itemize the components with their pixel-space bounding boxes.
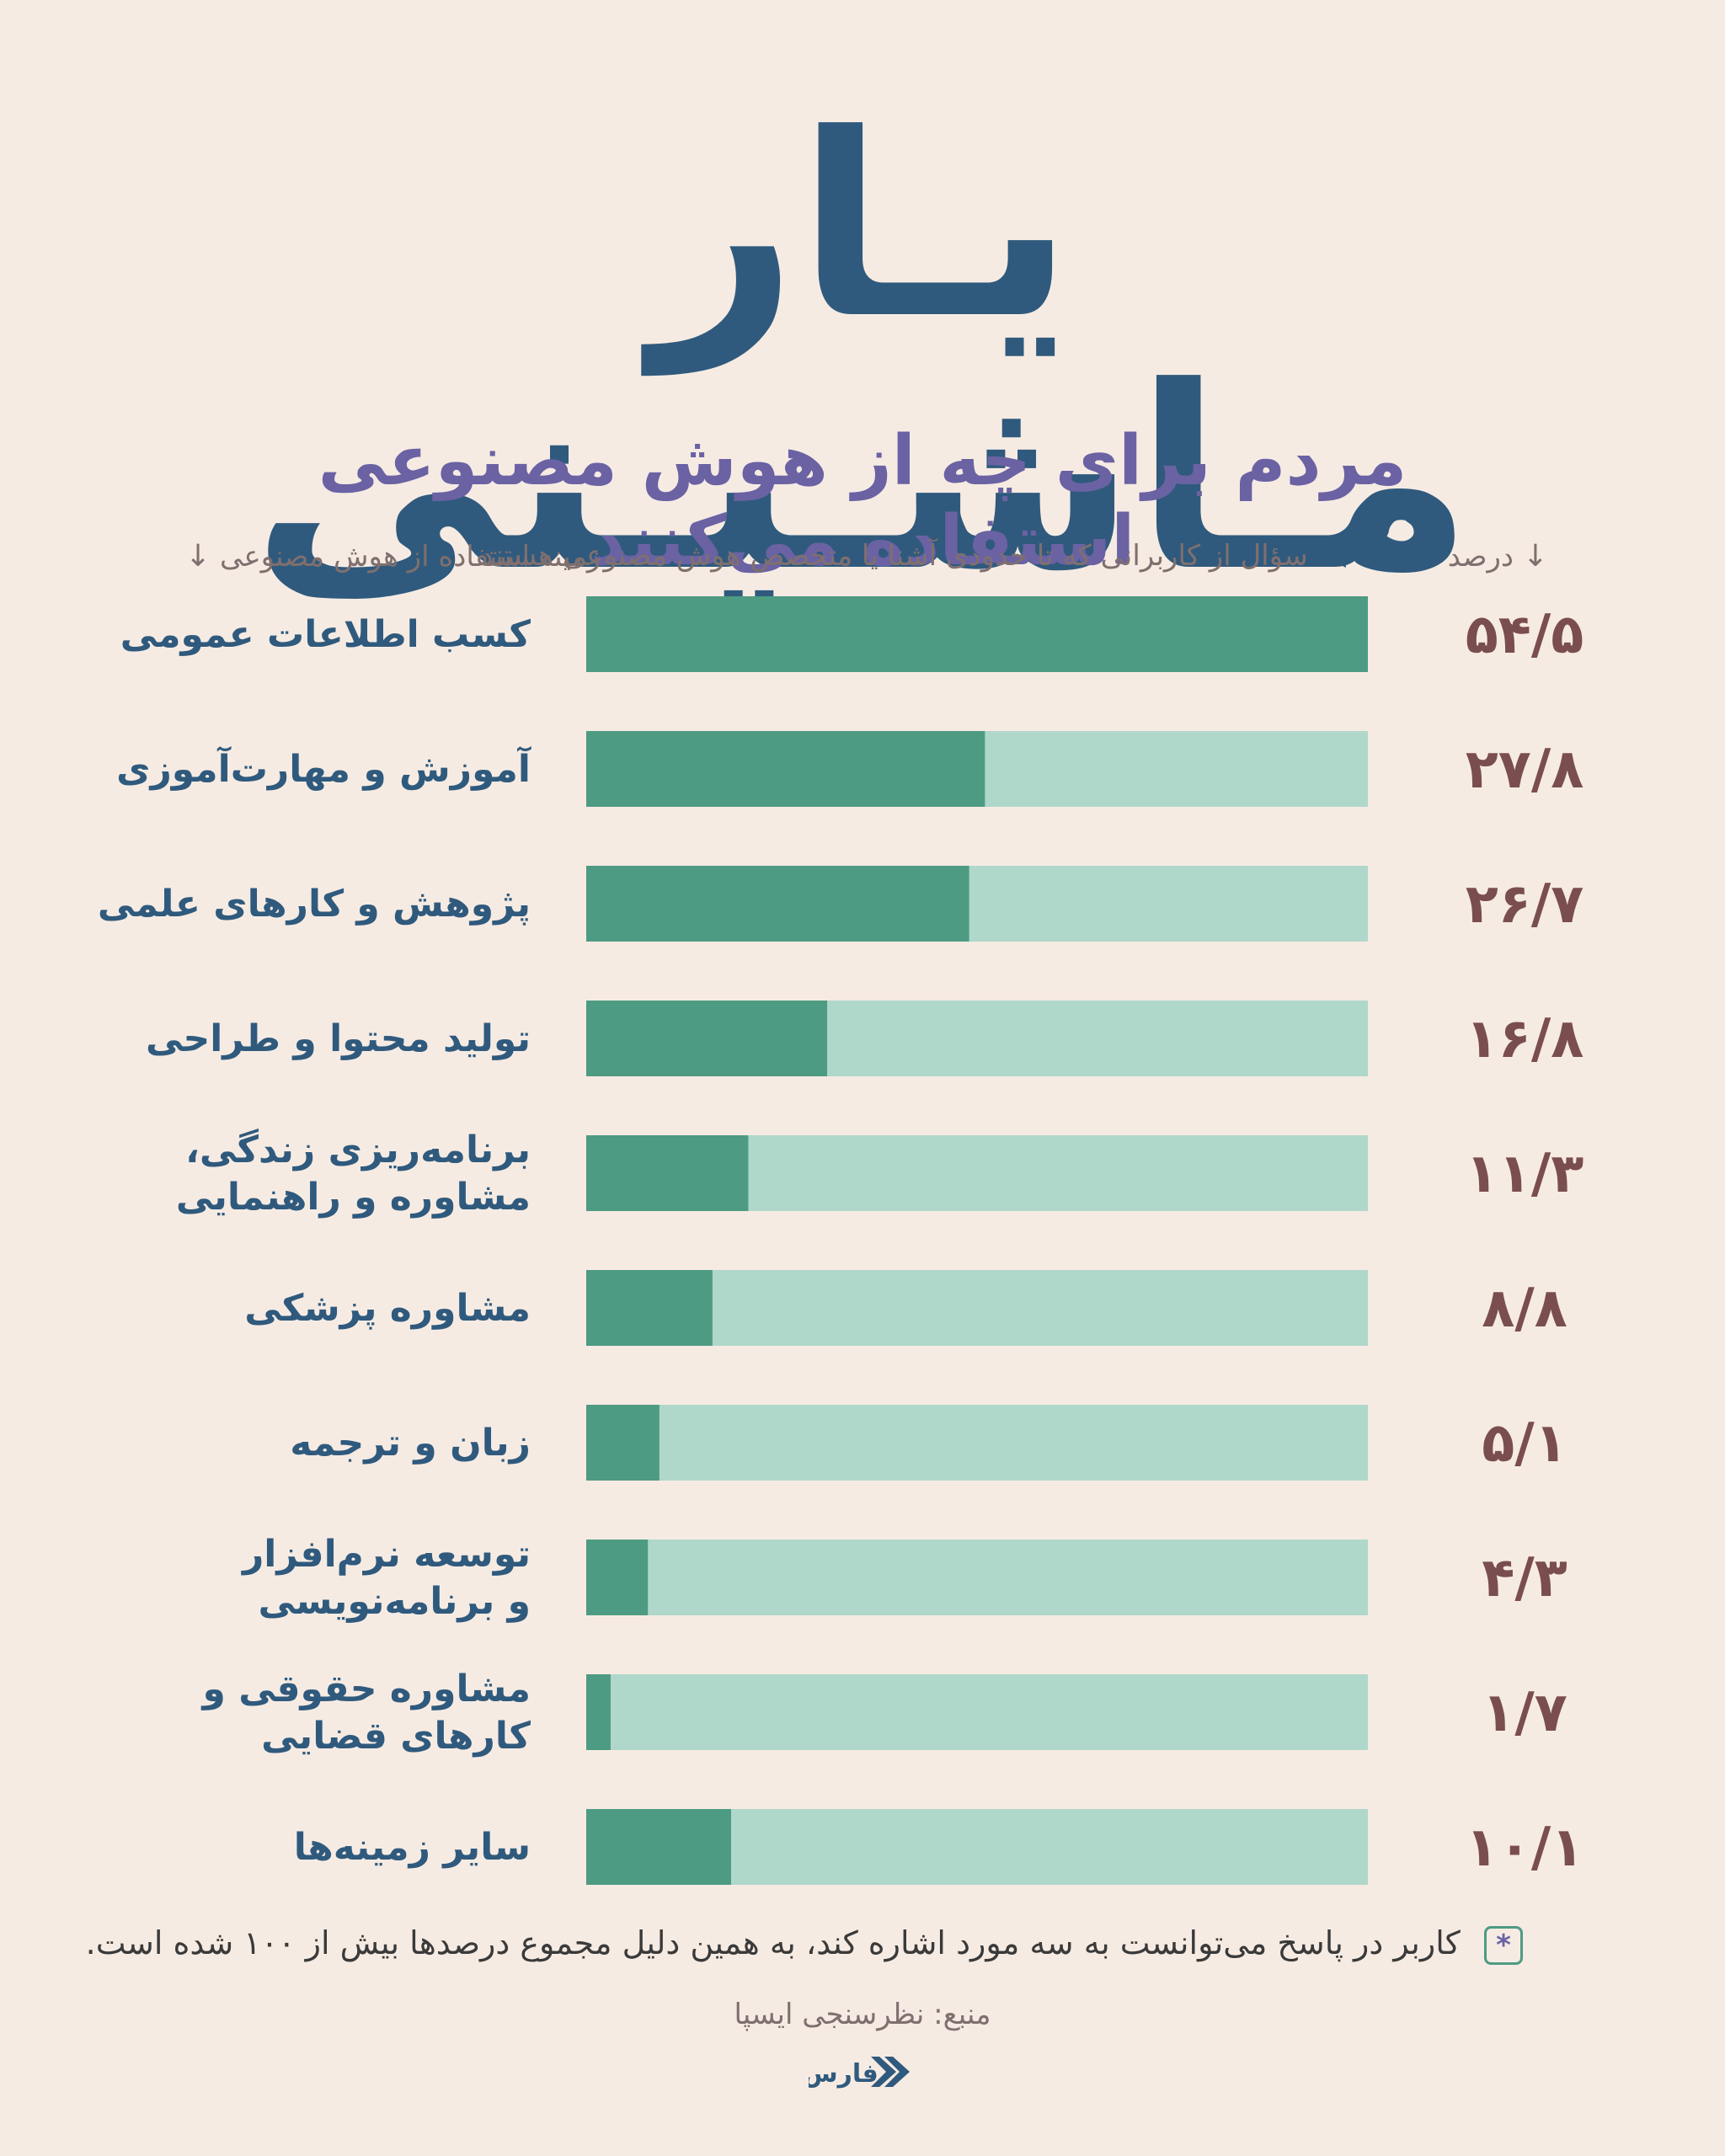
value-label: ۱۶/۸ (1466, 1008, 1584, 1070)
question-header-label: سؤال از کاربرانی که تا حدودی آشنا یا متخ… (480, 539, 1308, 573)
category-label: برنامه‌ریزی زندگی، مشاوره و راهنمایی (176, 1128, 531, 1219)
category-label: مشاوره حقوقی و کارهای قضایی (201, 1668, 531, 1758)
category-header: زمینه استفاده از هوش مصنوعی ↓ (185, 539, 601, 574)
bar (586, 1001, 828, 1076)
category-label: تولید محتوا و طراحی (146, 1017, 531, 1060)
value-label: ۸/۸ (1482, 1278, 1567, 1340)
footnote: * کاربر در پاسخ می‌توانست به سه مورد اشا… (86, 1924, 1523, 1965)
bar (586, 1540, 649, 1615)
bar (586, 1405, 660, 1481)
percent-header: ↓ درصد (1448, 539, 1548, 574)
category-label: مشاوره پزشکی (244, 1287, 531, 1330)
bar-chart: ۵۴/۵ کسب اطلاعات عمومی ۲۷/۸ آموزش و مهارت‌آ… (98, 596, 1584, 1885)
page-subtitle: مردم برای چه از هوش مصنوعی استفاده می‌کن… (318, 421, 1407, 581)
bar (586, 1270, 713, 1346)
value-label: ۲۶/۷ (1466, 873, 1584, 936)
category-label: کسب اطلاعات عمومی (120, 613, 531, 656)
bar-track (586, 1405, 1368, 1481)
bar-track (586, 1674, 1368, 1750)
bar (586, 596, 1368, 672)
value-label: ۲۷/۸ (1466, 739, 1584, 801)
bar (586, 1135, 749, 1211)
category-label: آموزش و مهارت‌آموزی (116, 745, 531, 791)
down-arrow-icon: ↓ (185, 539, 211, 574)
question-header: ◀ سؤال از کاربرانی که تا حدودی آشنا یا م… (480, 539, 1346, 573)
bar (586, 1674, 611, 1750)
source-text: منبع: نظرسنجی ایسپا (734, 1998, 991, 2031)
asterisk-icon: * (1484, 1925, 1523, 1965)
value-label: ۴/۳ (1482, 1547, 1567, 1609)
value-label: ۱/۷ (1482, 1682, 1567, 1744)
bar (586, 866, 969, 942)
category-label: زبان و ترجمه (290, 1422, 531, 1465)
bar (586, 731, 985, 807)
value-label: ۵۴/۵ (1466, 604, 1584, 666)
value-label: ۱۰/۱ (1466, 1817, 1584, 1879)
pointer-triangle-icon: ◀ (1330, 547, 1346, 570)
footnote-text: کاربر در پاسخ می‌توانست به سه مورد اشاره… (85, 1924, 1461, 1961)
bar (586, 1809, 731, 1885)
value-label: ۱۱/۳ (1466, 1143, 1584, 1205)
fars-logo-icon: فارس (809, 2057, 910, 2089)
category-label: پژوهش و کارهای علمی (98, 883, 531, 926)
category-label: سایر زمینه‌ها (294, 1826, 531, 1869)
value-label: ۵/۱ (1482, 1412, 1567, 1475)
bar-track (586, 1270, 1368, 1346)
percent-header-label: درصد (1447, 540, 1514, 574)
bar-track (586, 1540, 1368, 1615)
down-arrow-icon: ↓ (1522, 539, 1548, 574)
category-label: توسعه نرم‌افزار و برنامه‌نویسی (241, 1533, 531, 1623)
category-header-label: زمینه استفاده از هوش مصنوعی (219, 540, 601, 574)
page-title: یـار مـاشـیـنی (252, 80, 1473, 627)
logo-text: فارس (809, 2059, 879, 2089)
